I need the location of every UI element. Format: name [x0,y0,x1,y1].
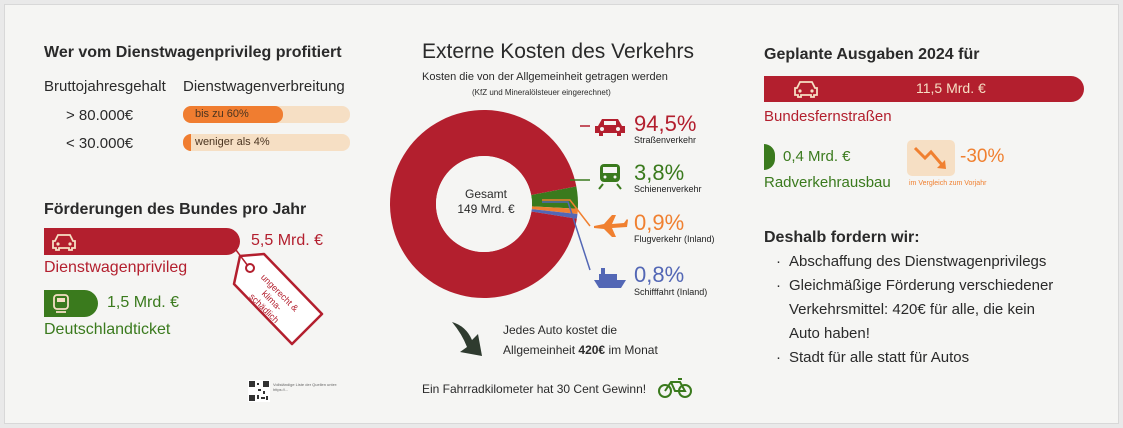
donut-slice-schienenverkehr [531,186,578,209]
qr-caption: Vollständige Liste der Quellen unter: ht… [273,382,338,392]
center-title: Externe Kosten des Verkehrs [422,40,694,63]
donut-hole [436,156,532,252]
demand-item-cont: Auto haben! [789,325,870,342]
plane-icon [594,215,628,237]
profit-title: Wer vom Dienstwagenprivileg profitiert [44,44,342,61]
demand-text: Stadt für alle statt für Autos [789,349,970,366]
trend-down-icon [913,146,946,169]
cost-donut-chart [390,109,578,298]
privilege-value: 5,5 Mrd. € [251,232,324,249]
demand-text: Gleichmäßige Förderung verschiedener [789,277,1054,294]
distribution-fill-low [183,134,192,151]
donut-center: Gesamt 149 Mrd. € [442,187,530,217]
ship-icon [594,268,626,288]
bike-spending-value: 0,4 Mrd. € [783,148,851,165]
demand-item: · Abschaffung des Dienstwagenprivilegs [776,253,1047,270]
leader-lines [542,125,591,271]
bike-spending-bar [764,144,775,170]
ticket-label: Deutschlandticket [44,321,171,338]
road-spending-value: 11,5 Mrd. € [916,80,986,96]
auto-cost-pre: Allgemeinheit [503,343,576,357]
car-icon [794,81,818,98]
demands-list: · Abschaffung des Dienstwagenprivilegs · G… [776,250,1096,370]
donut-slice-flugverkehr-inland- [531,206,578,215]
air-pct: 0,9% [634,210,685,235]
ticket-bar [44,290,98,317]
distribution-bar-high: bis zu 60% [183,106,350,123]
bicycle-icon [658,378,692,398]
ship-label: Schifffahrt (Inland) [634,287,708,297]
total-value: 149 Mrd. € [457,202,515,216]
train-icon [598,164,622,190]
auto-cost-line1: Jedes Auto kostet die [503,323,618,337]
ship-pct: 0,8% [634,262,685,287]
train-icon [53,294,69,313]
center-subtitle: Kosten die von der Allgemeinheit getrage… [422,71,668,83]
distribution-label-low: weniger als 4% [195,136,270,148]
road-pct: 94,5% [634,111,697,136]
auto-cost-amount: 420€ [578,343,606,357]
privilege-label: Dienstwagenprivileg [44,259,188,276]
salary-low: < 30.000€ [66,135,134,152]
car-icon [595,119,625,136]
distribution-bar-low: weniger als 4% [183,134,350,151]
demand-item: · Gleichmäßige Förderung verschiedener [776,277,1054,294]
tag-icon [232,249,324,346]
rail-pct: 3,8% [634,160,685,185]
donut-slice-straßenverkehr [390,109,577,298]
donut-slice-schifffahrt-inland- [531,209,578,219]
rail-label: Schienenverkehr [634,184,702,194]
trend-box [907,140,955,176]
air-label: Flugverkehr (Inland) [634,234,715,244]
spending-title: Geplante Ausgaben 2024 für [764,46,980,63]
road-spending-bar: 11,5 Mrd. € [764,76,1084,102]
bike-note: Ein Fahrradkilometer hat 30 Cent Gewinn! [422,382,647,396]
salary-high: > 80.000€ [66,107,134,124]
center-subnote: (KfZ und Mineralölsteuer eingerechnet) [472,88,611,97]
salary-header: Bruttojahresgehalt [44,78,166,95]
distribution-label-high: bis zu 60% [195,108,249,120]
funding-title: Förderungen des Bundes pro Jahr [44,201,307,218]
car-icon [52,234,76,251]
arrow-icon [452,322,482,356]
ticket-value: 1,5 Mrd. € [107,294,180,311]
distribution-fill-high [183,106,284,123]
qr-code-icon [248,380,270,402]
road-spending-label: Bundesfernstraßen [764,108,892,125]
distribution-header: Dienstwagenverbreitung [183,78,345,95]
demand-item: · Stadt für alle statt für Autos [776,349,970,366]
road-label: Straßenverkehr [634,135,697,145]
auto-cost-line2: Allgemeinheit 420€ im Monat [503,340,658,360]
privilege-bar [44,228,240,255]
total-label: Gesamt [464,187,507,201]
auto-cost-text: Jedes Auto kostet die Allgemeinheit 420€… [503,320,658,360]
bike-spending-label: Radverkehrausbau [764,174,891,191]
auto-cost-post: im Monat [608,343,658,357]
change-value: -30% [960,146,1005,167]
change-note: im Vergleich zum Vorjahr [909,180,987,187]
demands-title: Deshalb fordern wir: [764,229,920,246]
demand-item-cont: Verkehrsmittel: 420€ für alle, die kein [789,301,1035,318]
demand-text: Abschaffung des Dienstwagenprivilegs [789,253,1047,270]
